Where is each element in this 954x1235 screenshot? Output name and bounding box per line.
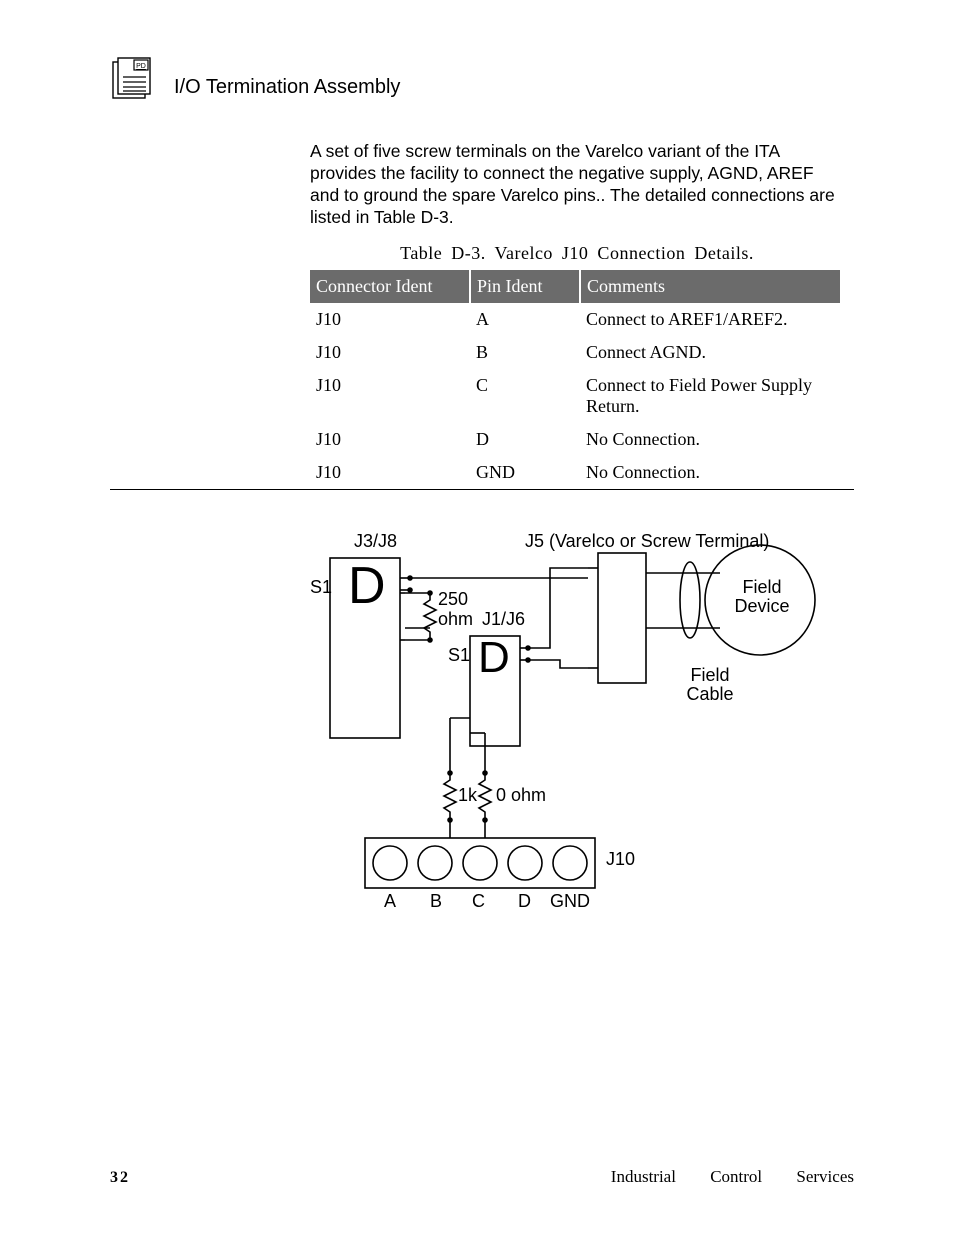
section-title: I/O Termination Assembly [174, 76, 400, 101]
label-pin-c: C [472, 892, 485, 912]
table-row: J10 GND No Connection. [310, 456, 840, 489]
footer-text: Industrial Control Services [611, 1167, 854, 1187]
label-field-device: FieldDevice [732, 578, 792, 618]
connection-table: Connector Ident Pin Ident Comments J10 A… [310, 270, 840, 489]
table-row: J10 A Connect to AREF1/AREF2. [310, 303, 840, 336]
page-header: PD I/O Termination Assembly [110, 55, 854, 101]
label-ohm: ohm [438, 610, 473, 630]
label-j1j6: J1/J6 [482, 610, 525, 630]
label-j5: J5 (Varelco or Screw Terminal) [525, 532, 769, 552]
table-header-connector: Connector Ident [310, 270, 470, 303]
page-footer: 32 Industrial Control Services [110, 1167, 854, 1187]
label-pin-gnd: GND [550, 892, 590, 912]
table-header-comments: Comments [580, 270, 840, 303]
svg-text:PD: PD [136, 63, 146, 70]
table-header-pin: Pin Ident [470, 270, 580, 303]
label-pin-b: B [430, 892, 442, 912]
label-j10: J10 [606, 850, 635, 870]
label-pin-a: A [384, 892, 396, 912]
document-stack-icon: PD [110, 55, 160, 101]
label-field-cable: FieldCable [680, 666, 740, 706]
table-row: J10 C Connect to Field Power Supply Retu… [310, 369, 840, 423]
label-250: 250 [438, 590, 468, 610]
label-pin-d: D [518, 892, 531, 912]
connector-d-lower: D [478, 636, 510, 680]
schematic-diagram: J3/J8 J5 (Varelco or Screw Terminal) S1 … [310, 518, 830, 938]
intro-paragraph: A set of five screw terminals on the Var… [310, 141, 844, 229]
label-0ohm: 0 ohm [496, 786, 546, 806]
label-1k: 1k [458, 786, 477, 806]
label-j3j8: J3/J8 [354, 532, 397, 552]
table-caption: Table D-3. Varelco J10 Connection Detail… [310, 243, 844, 264]
connector-d-upper: D [348, 560, 386, 612]
label-s1-lower: S1 [448, 646, 470, 666]
table-row: J10 D No Connection. [310, 423, 840, 456]
page-number: 32 [110, 1169, 130, 1187]
label-s1-upper: S1 [310, 578, 332, 598]
table-row: J10 B Connect AGND. [310, 336, 840, 369]
